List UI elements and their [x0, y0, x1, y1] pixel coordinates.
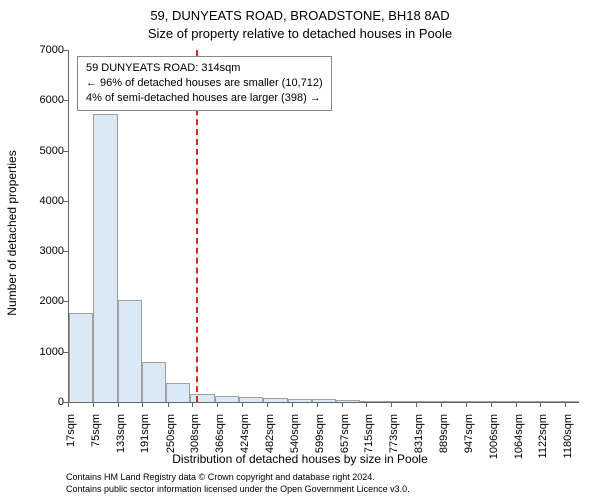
y-tick-label: 1000 — [14, 346, 64, 358]
x-tick-mark — [366, 402, 367, 407]
x-tick-label: 482sqm — [264, 414, 276, 474]
x-tick-mark — [317, 402, 318, 407]
y-tick-label: 6000 — [14, 94, 64, 106]
x-tick-label: 657sqm — [339, 414, 351, 474]
x-tick-label: 599sqm — [314, 414, 326, 474]
x-tick-mark — [142, 402, 143, 407]
histogram-bar — [336, 400, 360, 403]
x-tick-mark — [267, 402, 268, 407]
y-tick-label: 4000 — [14, 195, 64, 207]
chart-title-main: 59, DUNYEATS ROAD, BROADSTONE, BH18 8AD — [0, 8, 600, 23]
x-tick-mark — [391, 402, 392, 407]
histogram-bar — [433, 401, 457, 402]
histogram-bar — [360, 401, 384, 402]
x-tick-label: 947sqm — [463, 414, 475, 474]
x-tick-label: 75sqm — [90, 414, 102, 474]
histogram-bar — [530, 401, 554, 402]
histogram-bar — [409, 401, 433, 402]
histogram-bar — [93, 114, 117, 402]
x-tick-label: 540sqm — [289, 414, 301, 474]
x-tick-mark — [118, 402, 119, 407]
y-tick-label: 5000 — [14, 145, 64, 157]
histogram-bar — [555, 401, 579, 402]
x-tick-mark — [168, 402, 169, 407]
x-tick-label: 1122sqm — [537, 414, 549, 474]
histogram-bar — [142, 362, 166, 402]
x-tick-mark — [68, 402, 69, 407]
x-tick-mark — [292, 402, 293, 407]
x-tick-label: 133sqm — [115, 414, 127, 474]
y-tick-mark — [63, 352, 68, 353]
x-tick-label: 889sqm — [438, 414, 450, 474]
y-tick-mark — [63, 100, 68, 101]
histogram-bar — [166, 383, 190, 402]
y-tick-label: 3000 — [14, 245, 64, 257]
chart-container: 59, DUNYEATS ROAD, BROADSTONE, BH18 8AD … — [0, 0, 600, 500]
histogram-bar — [506, 401, 530, 402]
x-tick-label: 308sqm — [189, 414, 201, 474]
x-tick-label: 715sqm — [363, 414, 375, 474]
x-tick-label: 831sqm — [413, 414, 425, 474]
histogram-bar — [458, 401, 482, 402]
y-tick-label: 7000 — [14, 44, 64, 56]
annotation-line-1: 59 DUNYEATS ROAD: 314sqm — [86, 61, 323, 76]
y-tick-mark — [63, 201, 68, 202]
y-tick-label: 2000 — [14, 295, 64, 307]
y-tick-label: 0 — [14, 396, 64, 408]
x-tick-label: 250sqm — [165, 414, 177, 474]
y-tick-mark — [63, 251, 68, 252]
x-tick-label: 1064sqm — [513, 414, 525, 474]
histogram-bar — [312, 399, 336, 402]
x-tick-label: 1006sqm — [488, 414, 500, 474]
annotation-box: 59 DUNYEATS ROAD: 314sqm ← 96% of detach… — [77, 56, 332, 111]
plot-area: 59 DUNYEATS ROAD: 314sqm ← 96% of detach… — [68, 50, 579, 403]
x-tick-mark — [342, 402, 343, 407]
x-tick-mark — [192, 402, 193, 407]
x-tick-label: 1180sqm — [562, 414, 574, 474]
x-tick-mark — [491, 402, 492, 407]
x-tick-mark — [93, 402, 94, 407]
y-tick-mark — [63, 50, 68, 51]
histogram-bar — [482, 401, 506, 402]
histogram-bar — [190, 394, 214, 402]
x-tick-mark — [217, 402, 218, 407]
x-tick-mark — [466, 402, 467, 407]
x-tick-label: 773sqm — [388, 414, 400, 474]
histogram-bar — [215, 396, 239, 402]
x-tick-mark — [441, 402, 442, 407]
x-tick-label: 17sqm — [65, 414, 77, 474]
x-tick-mark — [416, 402, 417, 407]
y-axis-title: Number of detached properties — [5, 150, 19, 315]
histogram-bar — [385, 401, 409, 402]
x-tick-label: 424sqm — [239, 414, 251, 474]
histogram-bar — [69, 313, 93, 402]
x-tick-mark — [565, 402, 566, 407]
histogram-bar — [118, 300, 142, 402]
x-tick-label: 191sqm — [139, 414, 151, 474]
x-tick-mark — [516, 402, 517, 407]
x-tick-mark — [540, 402, 541, 407]
chart-title-sub: Size of property relative to detached ho… — [0, 26, 600, 41]
annotation-line-3: 4% of semi-detached houses are larger (3… — [86, 91, 323, 106]
annotation-line-2: ← 96% of detached houses are smaller (10… — [86, 76, 323, 91]
y-tick-mark — [63, 301, 68, 302]
y-tick-mark — [63, 151, 68, 152]
x-tick-mark — [242, 402, 243, 407]
footer-line-2: Contains public sector information licen… — [66, 484, 410, 494]
x-tick-label: 366sqm — [214, 414, 226, 474]
